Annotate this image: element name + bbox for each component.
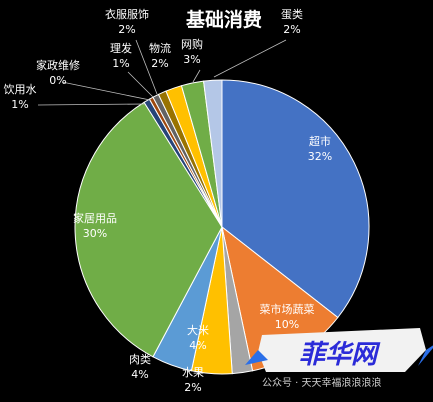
slice-pct-12: 3%	[183, 53, 200, 66]
slice-label-2: 菜市场蔬菜	[260, 302, 315, 316]
leader-line-7	[37, 103, 146, 106]
slice-label-7: 饮用水	[4, 83, 37, 96]
slice-pct-8: 0%	[49, 74, 66, 87]
slice-label-1: 超市	[309, 134, 331, 148]
slice-label-4: 大米	[187, 323, 209, 337]
slice-label-9: 理发	[110, 41, 132, 55]
slice-label-5: 肉类	[129, 352, 151, 366]
slice-label-8: 家政维修	[36, 58, 80, 72]
leader-line-8	[61, 81, 151, 101]
leader-lines	[37, 39, 287, 106]
slice-pct-13: 2%	[283, 23, 300, 36]
watermark: 菲华网 公众号 · 天天幸福浪浪浪浪	[245, 328, 433, 389]
slice-pct-7: 1%	[11, 98, 28, 111]
slice-pct-9: 1%	[112, 57, 129, 70]
watermark-text: 公众号 · 天天幸福浪浪浪浪	[262, 376, 382, 389]
pie-slice-6	[74, 101, 223, 358]
watermark-logo-text: 菲华网	[299, 340, 381, 370]
leader-line-13	[213, 39, 287, 78]
slice-pct-1: 32%	[308, 150, 332, 163]
slice-pct-3: 2%	[184, 381, 201, 394]
slice-label-10: 衣服服饰	[105, 7, 149, 21]
slice-label-11: 物流	[149, 41, 171, 55]
slice-pct-4: 4%	[189, 339, 206, 352]
slice-labels: 超市 32% 菜市场蔬菜 10% 水果 2% 大米 4% 肉类 4% 家居用品 30% 饮用水 1% 家政维…	[4, 7, 333, 394]
chart-title: 基础消费	[185, 8, 262, 31]
pie-slices	[74, 79, 370, 375]
slice-pct-2: 10%	[275, 318, 299, 331]
pie-slice-13	[203, 79, 223, 228]
slice-label-6: 家居用品	[73, 211, 117, 225]
leader-line-12	[192, 69, 201, 83]
pie-slice-1	[221, 79, 370, 319]
watermark-logo: 菲华网	[245, 328, 433, 372]
leader-line-10	[135, 39, 158, 95]
slice-pct-6: 30%	[83, 227, 107, 240]
slice-pct-5: 4%	[131, 368, 148, 381]
slice-pct-11: 2%	[151, 57, 168, 70]
slice-label-3: 水果	[182, 366, 204, 379]
slice-label-12: 网购	[181, 37, 203, 51]
slice-pct-10: 2%	[118, 23, 135, 36]
slice-label-13: 蛋类	[281, 7, 303, 21]
leader-line-9	[127, 71, 154, 98]
